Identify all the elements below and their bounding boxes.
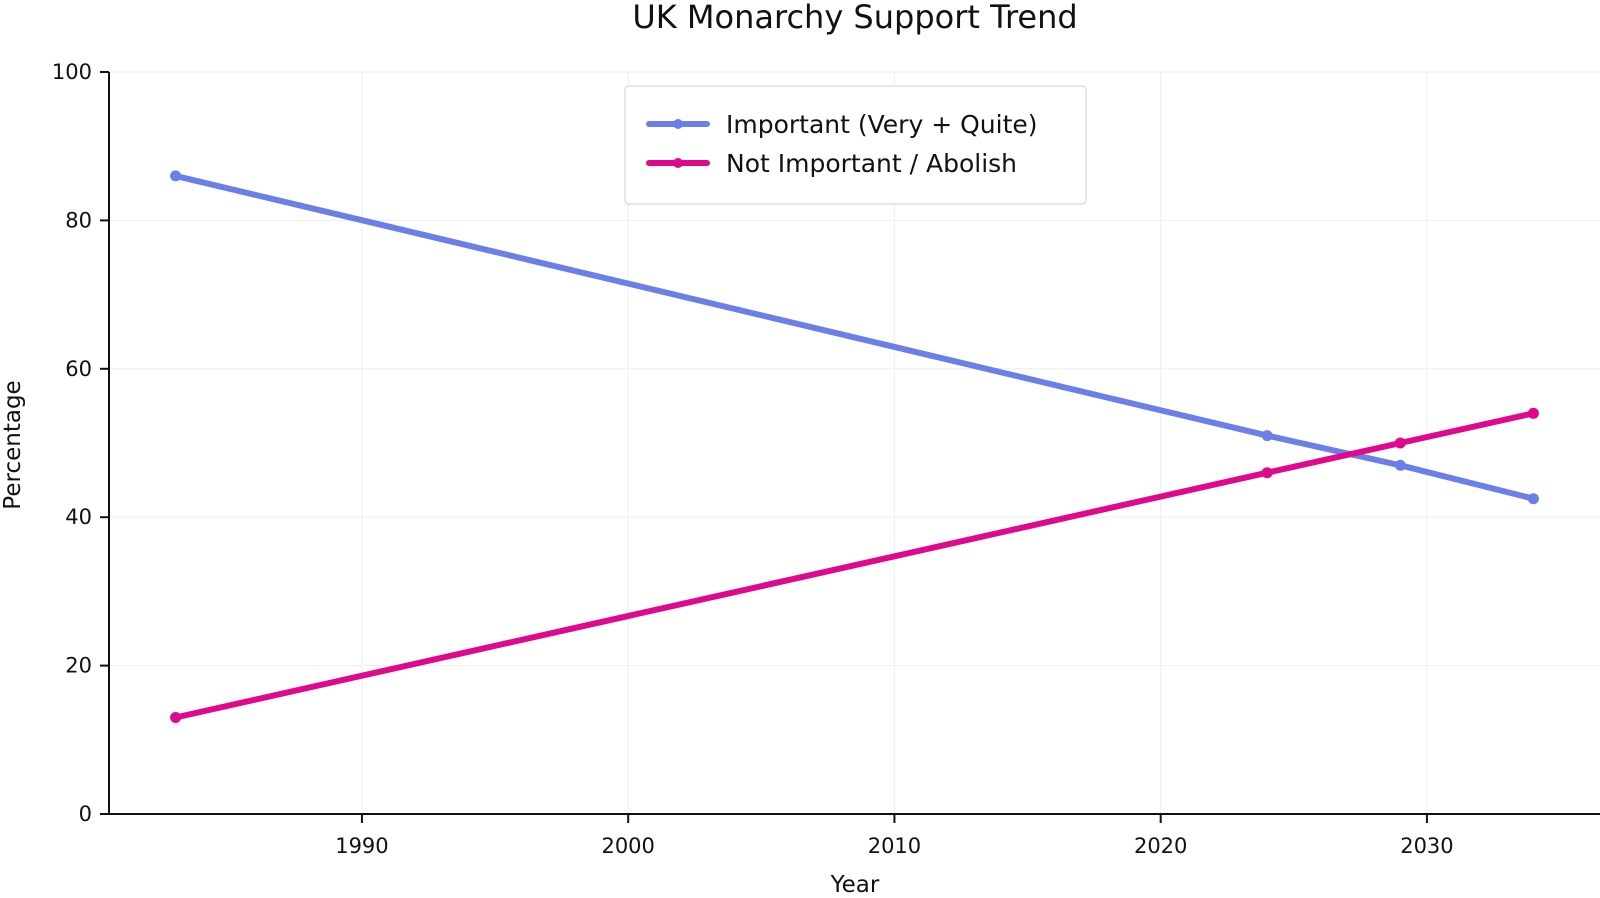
x-tick-label: 1990 [335,834,388,858]
y-tick-label: 60 [65,357,92,381]
y-tick-label: 40 [65,505,92,529]
y-tick-label: 80 [65,208,92,232]
data-point [1261,430,1273,442]
series-line [172,410,1537,721]
y-tick-label: 0 [79,802,92,826]
y-axis-label: Percentage [0,380,26,509]
legend: Important (Very + Quite) Not Important /… [624,85,1087,205]
x-tick-label: 2010 [868,834,921,858]
x-axis-label: Year [830,872,880,898]
x-tick-label: 2020 [1134,834,1187,858]
y-tick-label: 100 [52,60,92,84]
axes [108,72,1600,815]
legend-label-not-important: Not Important / Abolish [726,149,1017,178]
legend-marker-important [673,119,683,129]
data-point [1394,437,1406,449]
x-tick-label: 2000 [601,834,654,858]
series-1 [170,407,1539,723]
data-point [1527,407,1539,419]
chart-title: UK Monarchy Support Trend [632,0,1077,36]
data-point [1394,459,1406,471]
legend-label-important: Important (Very + Quite) [726,110,1038,139]
data-point [170,170,182,182]
legend-marker-not-important [673,158,683,168]
data-point [170,712,182,723]
y-tick-label: 20 [65,654,92,678]
legend-frame [624,85,1087,205]
series [170,170,1539,723]
data-point [1527,493,1539,505]
series-line [172,172,1537,502]
ticks: 0 20 40 60 80 100 1990 2000 2010 2020 2030 [52,60,1454,858]
series-0 [170,170,1539,505]
data-point [1261,467,1273,479]
x-tick-label: 2030 [1400,834,1453,858]
